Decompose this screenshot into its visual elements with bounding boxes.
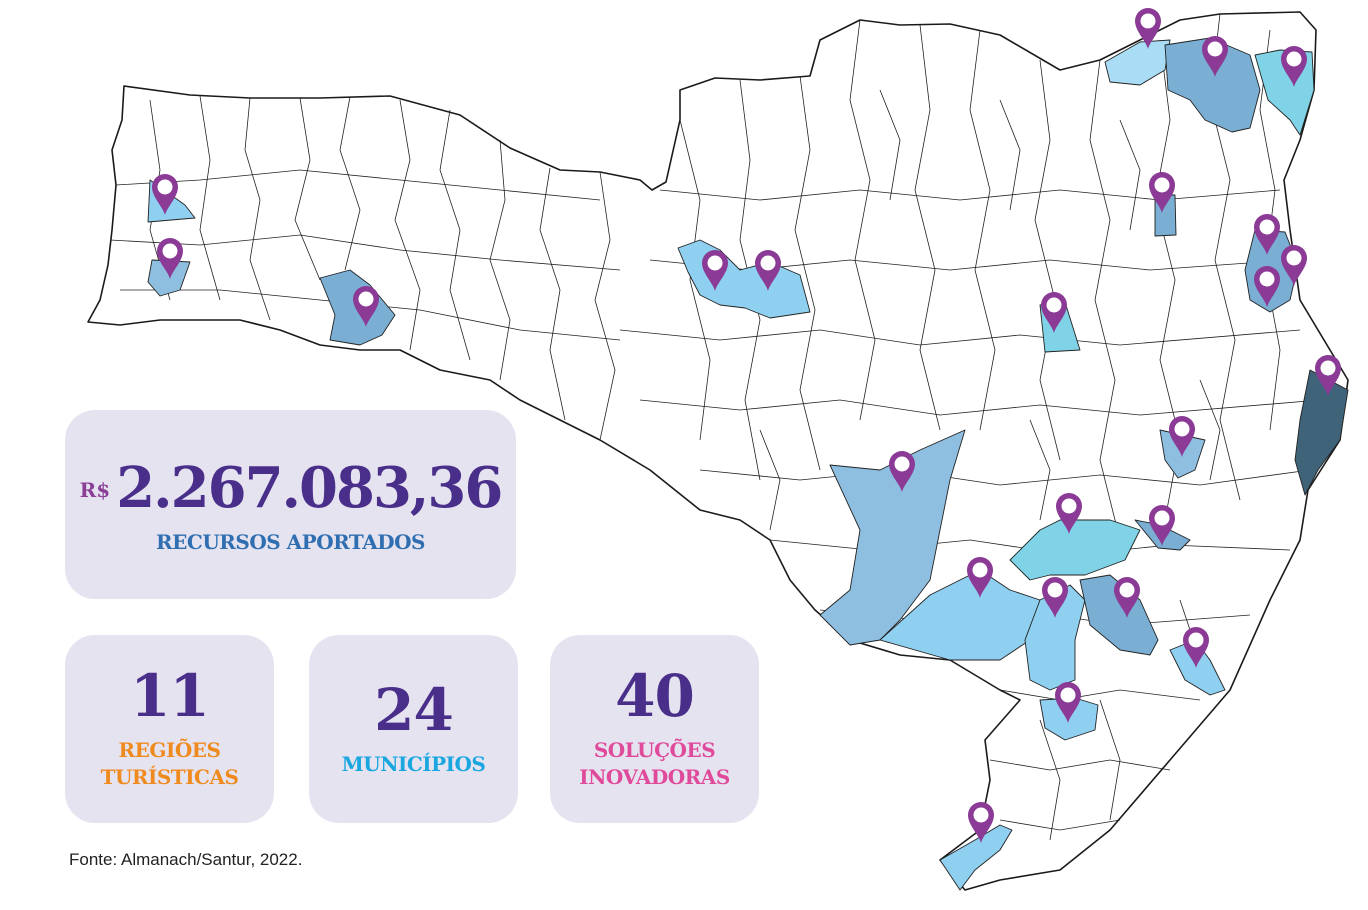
- region-florianopolis: [1294, 369, 1349, 496]
- solutions-label-line1: SOLUÇÕES: [593, 738, 716, 762]
- total-resources-card: R$ 2.267.083,36 RECURSOS APORTADOS: [65, 410, 516, 599]
- municipalities-count: 24: [374, 675, 454, 744]
- total-label: RECURSOS APORTADOS: [156, 529, 425, 554]
- total-value: 2.267.083,36: [116, 454, 503, 521]
- regions-label-line1: REGIÕES: [118, 738, 221, 762]
- currency-symbol: R$: [79, 477, 111, 502]
- solutions-count: 40: [615, 662, 695, 730]
- regions-count: 11: [130, 662, 210, 730]
- regions-card: 11 REGIÕES TURÍSTICAS: [65, 635, 274, 823]
- solutions-label: SOLUÇÕES INOVADORAS: [579, 737, 730, 791]
- region-south-center: [1009, 519, 1141, 581]
- region-north-1: [1104, 39, 1171, 86]
- municipalities-label: MUNICÍPIOS: [341, 751, 486, 776]
- regions-label: REGIÕES TURÍSTICAS: [101, 737, 239, 791]
- region-south-1: [1024, 584, 1086, 691]
- region-north-2: [1164, 37, 1261, 133]
- source-caption: Fonte: Almanach/Santur, 2022.: [69, 850, 303, 869]
- municipalities-card: 24 MUNICÍPIOS: [309, 635, 518, 823]
- solutions-card: 40 SOLUÇÕES INOVADORAS: [550, 635, 759, 823]
- region-northwest-2: [147, 259, 191, 297]
- region-serra: [819, 429, 966, 646]
- region-south-2: [1079, 574, 1159, 656]
- solutions-label-line2: INOVADORAS: [579, 765, 730, 789]
- regions-label-line2: TURÍSTICAS: [100, 765, 239, 789]
